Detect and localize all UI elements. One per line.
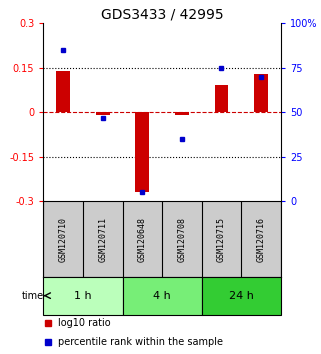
Text: GSM120710: GSM120710: [59, 217, 68, 262]
Text: GSM120711: GSM120711: [98, 217, 107, 262]
Text: GSM120715: GSM120715: [217, 217, 226, 262]
Bar: [214, 85, 229, 112]
Bar: [135, 112, 149, 193]
Bar: [43, 277, 123, 314]
Bar: [56, 70, 70, 112]
Title: GDS3433 / 42995: GDS3433 / 42995: [101, 8, 223, 22]
Text: percentile rank within the sample: percentile rank within the sample: [57, 337, 222, 347]
Text: 4 h: 4 h: [153, 291, 171, 301]
Text: GSM120648: GSM120648: [138, 217, 147, 262]
Bar: [175, 112, 189, 115]
Text: 1 h: 1 h: [74, 291, 92, 301]
Text: 24 h: 24 h: [229, 291, 254, 301]
Bar: [123, 277, 202, 314]
Text: log10 ratio: log10 ratio: [57, 318, 110, 328]
Bar: [202, 277, 281, 314]
Bar: [254, 74, 268, 112]
Bar: [96, 112, 110, 115]
Text: GSM120716: GSM120716: [256, 217, 265, 262]
Text: time: time: [22, 291, 44, 301]
Text: GSM120708: GSM120708: [178, 217, 187, 262]
